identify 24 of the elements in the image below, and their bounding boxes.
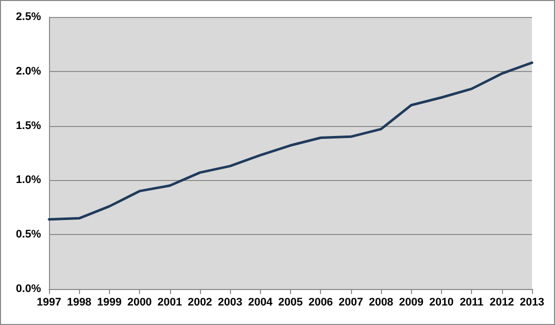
x-tick-label: 2000: [127, 296, 152, 308]
x-tick-label: 2003: [218, 296, 242, 308]
x-tick-label: 1999: [97, 296, 122, 308]
x-tick-label: 2012: [490, 296, 514, 308]
x-tick-label: 2005: [278, 296, 303, 308]
x-tick-label: 1997: [36, 296, 62, 308]
y-tick-label: 0.0%: [16, 283, 42, 295]
y-tick-label: 1.5%: [16, 120, 42, 132]
x-tick-label: 2001: [158, 296, 182, 308]
y-tick-label: 2.0%: [16, 65, 42, 78]
x-tick-label: 2002: [188, 296, 212, 308]
x-tick-label: 2004: [248, 296, 274, 308]
y-tick-label: 1.0%: [16, 174, 42, 186]
x-tick-label: 2013: [520, 296, 544, 308]
y-tick-label: 2.5%: [16, 11, 42, 23]
line-series: [48, 61, 534, 221]
x-tick-label: 2008: [368, 296, 394, 308]
x-tick-label: 2006: [308, 296, 333, 308]
y-tick-label: 0.5%: [16, 228, 42, 241]
x-tick-label: 1998: [66, 296, 92, 308]
x-tick-label: 2011: [460, 296, 484, 308]
x-tick-label: 2007: [338, 296, 364, 308]
x-tick-label: 2009: [399, 296, 424, 308]
x-tick-label: 2010: [429, 296, 454, 308]
